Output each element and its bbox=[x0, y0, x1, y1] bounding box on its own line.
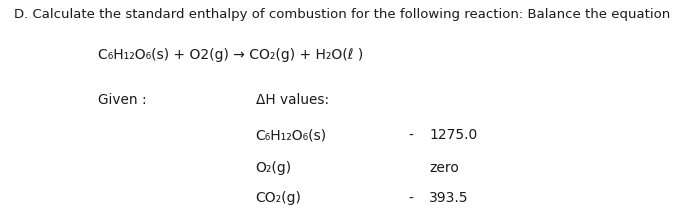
Text: 1275.0: 1275.0 bbox=[429, 128, 477, 142]
Text: Given :: Given : bbox=[98, 93, 147, 107]
Text: zero: zero bbox=[429, 161, 459, 175]
Text: O₂(g): O₂(g) bbox=[256, 161, 291, 175]
Text: CO₂(g): CO₂(g) bbox=[256, 191, 301, 205]
Text: ΔH values:: ΔH values: bbox=[256, 93, 329, 107]
Text: C₆H₁₂O₆(s) + O2(g) → CO₂(g) + H₂O(ℓ ): C₆H₁₂O₆(s) + O2(g) → CO₂(g) + H₂O(ℓ ) bbox=[98, 48, 363, 62]
Text: 393.5: 393.5 bbox=[429, 191, 468, 205]
Text: C₆H₁₂O₆(s): C₆H₁₂O₆(s) bbox=[256, 128, 327, 142]
Text: -: - bbox=[409, 128, 418, 142]
Text: -: - bbox=[409, 191, 418, 205]
Text: D. Calculate the standard enthalpy of combustion for the following reaction: Bal: D. Calculate the standard enthalpy of co… bbox=[14, 8, 670, 21]
